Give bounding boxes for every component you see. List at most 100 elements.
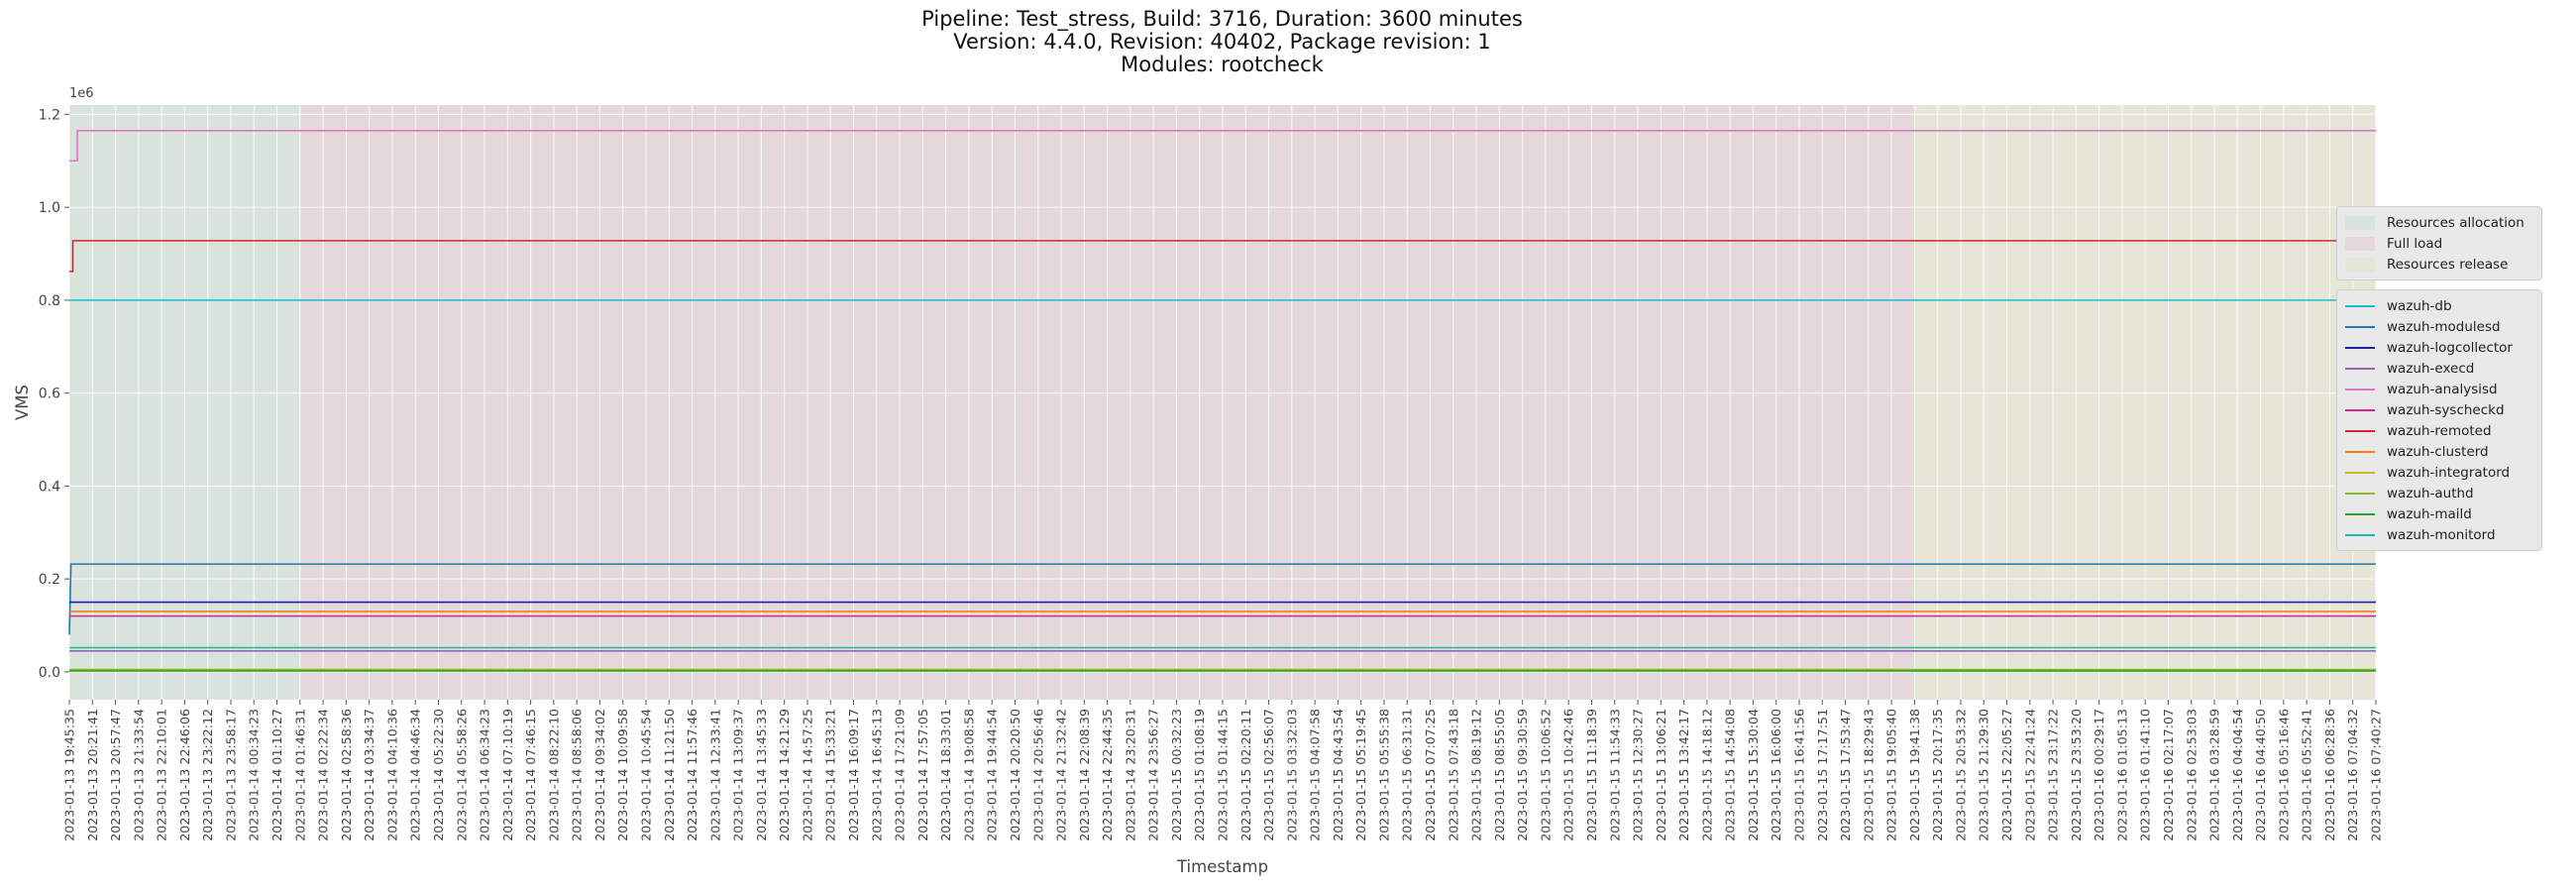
legend-line-swatch <box>2345 429 2375 432</box>
legend-line-swatch <box>2345 367 2375 370</box>
y-tick-label: 0.2 <box>39 572 60 588</box>
legend-line-swatch <box>2345 450 2375 453</box>
x-tick-label: 2023-01-15 07:43:18 <box>1446 709 1460 841</box>
x-tick-label: 2023-01-14 04:46:34 <box>408 709 423 841</box>
x-tick-label: 2023-01-14 12:33:41 <box>707 709 722 841</box>
x-tick-label: 2023-01-15 15:30:04 <box>1746 709 1761 841</box>
y-tick-label: 0.0 <box>39 665 60 681</box>
y-axis-label: VMS <box>13 385 32 420</box>
x-tick-label: 2023-01-14 15:33:21 <box>823 709 838 841</box>
x-tick-label: 2023-01-15 14:54:08 <box>1723 709 1738 841</box>
x-tick-label: 2023-01-14 13:45:33 <box>754 709 769 841</box>
x-tick-label: 2023-01-15 10:42:46 <box>1561 709 1576 841</box>
legend-line-swatch <box>2345 533 2375 536</box>
x-tick-label: 2023-01-16 04:40:50 <box>2253 709 2268 841</box>
legend-item-wazuh-analysisd: wazuh-analysisd <box>2345 379 2533 399</box>
x-tick-label: 2023-01-14 05:22:30 <box>431 709 446 841</box>
legend-item-wazuh-integratord: wazuh-integratord <box>2345 462 2533 483</box>
x-tick-label: 2023-01-15 20:17:35 <box>1930 709 1945 841</box>
x-tick-label: 2023-01-15 20:53:32 <box>1953 709 1968 841</box>
legend-label: wazuh-db <box>2387 297 2452 314</box>
y-tick-label: 1.2 <box>39 107 60 123</box>
x-tick-label: 2023-01-13 21:33:54 <box>131 709 146 841</box>
x-tick-label: 2023-01-14 17:57:05 <box>915 709 930 841</box>
x-tick-label: 2023-01-14 23:20:31 <box>1123 709 1137 841</box>
x-tick-label: 2023-01-15 11:54:33 <box>1607 709 1622 841</box>
legend-label: Resources release <box>2387 256 2509 273</box>
x-tick-label: 2023-01-14 10:09:58 <box>615 709 630 841</box>
legend-swatch <box>2345 215 2375 230</box>
x-tick-label: 2023-01-13 20:21:41 <box>85 709 100 841</box>
x-tick-label: 2023-01-13 23:22:12 <box>200 709 215 841</box>
legend-line-swatch <box>2345 346 2375 349</box>
x-tick-label: 2023-01-16 07:04:32 <box>2345 709 2360 841</box>
x-tick-label: 2023-01-16 05:16:46 <box>2276 709 2291 841</box>
legend-label: wazuh-syscheckd <box>2387 401 2505 418</box>
x-tick-label: 2023-01-16 06:28:36 <box>2322 709 2337 841</box>
x-tick-label: 2023-01-14 18:33:01 <box>938 709 953 841</box>
x-tick-label: 2023-01-15 22:41:24 <box>2022 709 2037 841</box>
y-tick-label: 0.6 <box>39 387 60 402</box>
x-tick-label: 2023-01-14 08:22:10 <box>546 709 561 841</box>
x-tick-label: 2023-01-14 10:45:54 <box>639 709 654 841</box>
x-tick-label: 2023-01-14 07:10:19 <box>500 709 515 841</box>
x-tick-label: 2023-01-15 06:31:31 <box>1400 709 1415 841</box>
x-tick-label: 2023-01-15 07:07:25 <box>1423 709 1438 841</box>
x-tick-label: 2023-01-15 19:05:40 <box>1884 709 1899 841</box>
x-tick-label: 2023-01-14 07:46:15 <box>523 709 538 841</box>
x-tick-label: 2023-01-14 11:57:46 <box>685 709 699 841</box>
x-tick-label: 2023-01-15 12:30:27 <box>1631 709 1646 841</box>
legend-label: wazuh-modulesd <box>2387 318 2501 335</box>
legend-item-wazuh-maild: wazuh-maild <box>2345 503 2533 524</box>
x-tick-label: 2023-01-14 19:44:54 <box>985 709 1000 841</box>
chart-title-line-3: Modules: rootcheck <box>1121 53 1324 76</box>
legend-line-swatch <box>2345 471 2375 474</box>
y-offset-label: 1e6 <box>69 86 94 101</box>
legend-item-wazuh-modulesd: wazuh-modulesd <box>2345 316 2533 337</box>
legend-label: wazuh-remoted <box>2387 422 2492 439</box>
x-tick-label: 2023-01-13 20:57:47 <box>108 709 123 841</box>
x-tick-label: 2023-01-14 22:44:35 <box>1100 709 1115 841</box>
x-tick-label: 2023-01-15 05:19:45 <box>1353 709 1368 841</box>
x-tick-label: 2023-01-15 01:44:15 <box>1216 709 1231 841</box>
x-tick-label: 2023-01-16 03:28:59 <box>2207 709 2222 841</box>
series-line-wazuh-analysisd <box>69 129 2376 163</box>
x-tick-label: 2023-01-14 03:34:37 <box>362 709 376 841</box>
x-tick-label: 2023-01-13 22:46:06 <box>177 709 192 841</box>
x-tick-label: 2023-01-14 02:22:34 <box>316 709 331 841</box>
legend-label: Resources allocation <box>2387 214 2524 231</box>
x-tick-label: 2023-01-15 04:43:54 <box>1331 709 1345 841</box>
x-tick-label: 2023-01-13 23:58:17 <box>223 709 238 841</box>
x-tick-label: 2023-01-15 13:06:21 <box>1654 709 1668 841</box>
legend-label: wazuh-authd <box>2387 485 2474 502</box>
legend-line-swatch <box>2345 492 2375 495</box>
x-tick-label: 2023-01-14 14:21:29 <box>777 709 792 841</box>
x-tick-label: 2023-01-16 01:41:10 <box>2138 709 2153 841</box>
legend-item-wazuh-syscheckd: wazuh-syscheckd <box>2345 399 2533 420</box>
x-tick-label: 2023-01-14 19:08:58 <box>961 709 976 841</box>
x-tick-label: 2023-01-14 17:21:09 <box>893 709 908 841</box>
y-tick-label: 0.8 <box>39 293 60 309</box>
x-tick-label: 2023-01-14 20:20:50 <box>1008 709 1022 841</box>
phase-span-1 <box>300 105 1915 700</box>
x-tick-label: 2023-01-15 09:30:59 <box>1515 709 1530 841</box>
x-tick-label: 2023-01-15 19:41:38 <box>1907 709 1922 841</box>
x-tick-label: 2023-01-15 23:17:22 <box>2046 709 2061 841</box>
legend-label: wazuh-analysisd <box>2387 381 2498 397</box>
x-tick-label: 2023-01-15 05:55:38 <box>1376 709 1391 841</box>
x-tick-label: 2023-01-16 07:40:27 <box>2369 709 2384 841</box>
x-tick-label: 2023-01-14 01:10:27 <box>269 709 284 841</box>
legend-item-wazuh-logcollector: wazuh-logcollector <box>2345 337 2533 358</box>
x-tick-label: 2023-01-15 11:18:39 <box>1584 709 1599 841</box>
x-tick-label: 2023-01-14 00:34:23 <box>247 709 262 841</box>
legend-item-wazuh-clusterd: wazuh-clusterd <box>2345 441 2533 462</box>
series-line-wazuh-remoted <box>69 240 2376 273</box>
legend-label: wazuh-maild <box>2387 505 2472 522</box>
x-tick-label: 2023-01-15 08:19:12 <box>1469 709 1484 841</box>
legend-line-swatch <box>2345 325 2375 328</box>
x-tick-label: 2023-01-15 14:18:12 <box>1699 709 1714 841</box>
x-tick-label: 2023-01-16 01:05:13 <box>2114 709 2129 841</box>
x-tick-label: 2023-01-15 17:53:47 <box>1838 709 1853 841</box>
x-tick-label: 2023-01-15 02:56:07 <box>1261 709 1276 841</box>
x-tick-label: 2023-01-13 19:45:35 <box>62 709 77 841</box>
